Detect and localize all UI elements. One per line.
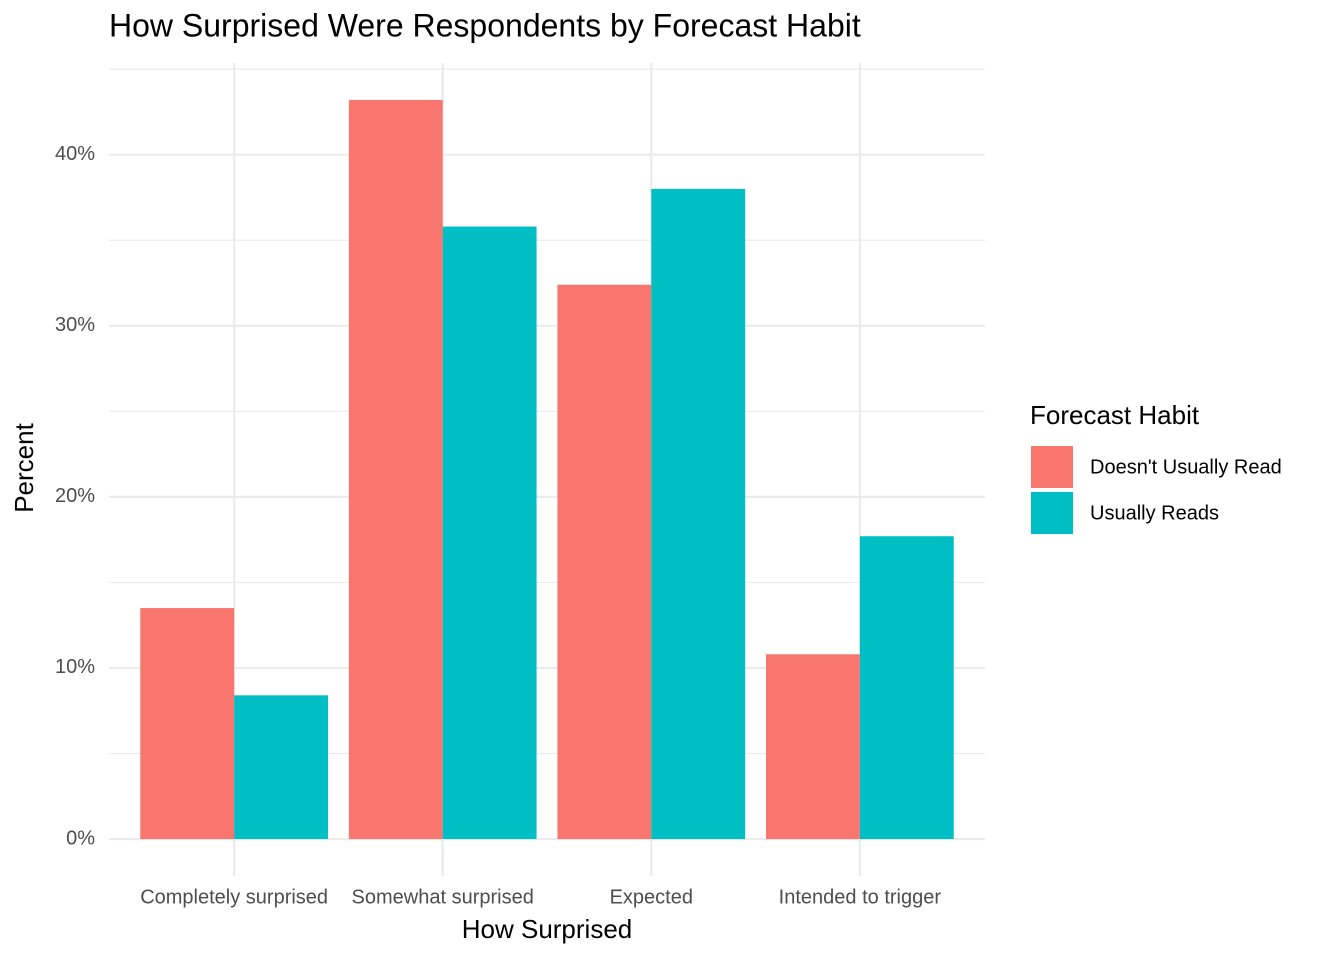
bar [859, 536, 954, 840]
bar [234, 695, 328, 840]
bar [557, 284, 652, 840]
y-axis-label: Percent [9, 422, 39, 512]
x-axis-label: How Surprised [462, 914, 633, 944]
y-tick-label: 30% [55, 314, 95, 336]
chart-title: How Surprised Were Respondents by Foreca… [109, 7, 861, 43]
bar [442, 226, 537, 840]
y-tick-label: 10% [55, 656, 95, 678]
bar [348, 99, 443, 840]
x-tick-label: Expected [610, 886, 693, 908]
y-tick-label: 40% [55, 143, 95, 165]
x-tick-label: Somewhat surprised [352, 886, 534, 908]
x-tick-label: Completely surprised [140, 886, 328, 908]
legend-label: Usually Reads [1090, 502, 1219, 524]
y-tick-label: 20% [55, 485, 95, 507]
legend-label: Doesn't Usually Read [1090, 456, 1282, 478]
bar [140, 608, 235, 840]
legend-key [1031, 446, 1073, 488]
bar [766, 654, 860, 840]
bar [651, 188, 746, 840]
x-tick-label: Intended to trigger [779, 886, 942, 908]
legend-title: Forecast Habit [1030, 400, 1200, 430]
y-tick-label: 0% [66, 827, 95, 849]
legend-key [1031, 492, 1073, 534]
